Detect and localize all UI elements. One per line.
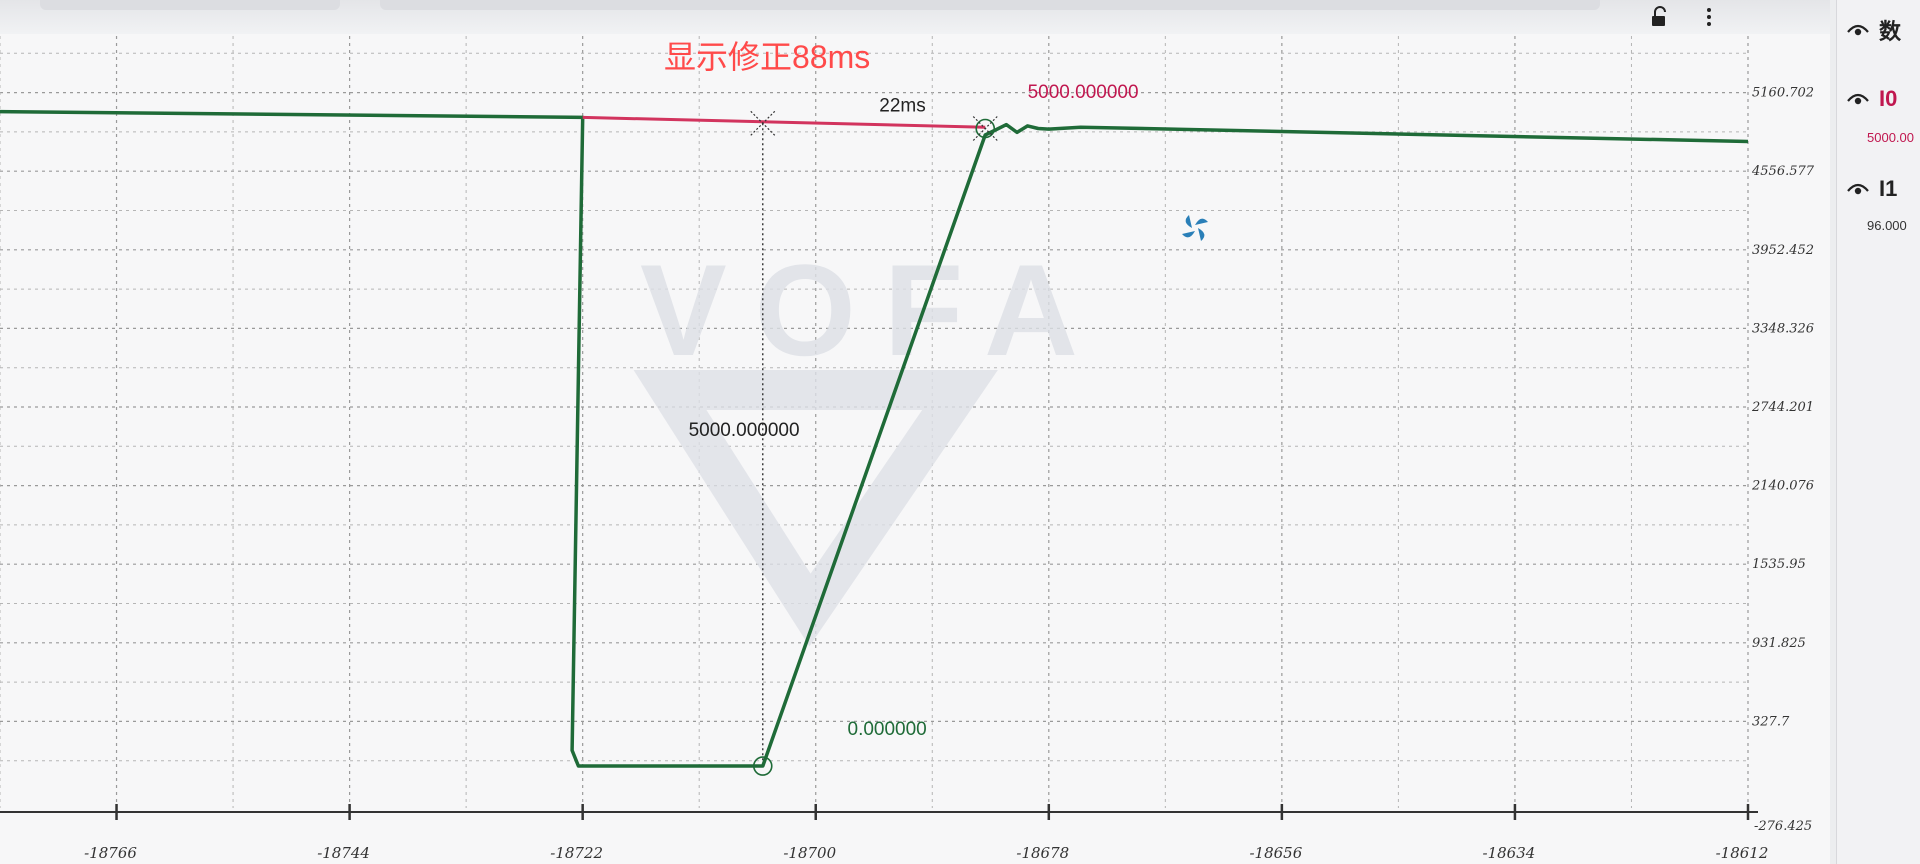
channel-row-i1[interactable]: I1 — [1847, 176, 1897, 202]
x-tick-label: -18722 — [550, 844, 603, 862]
y-tick-label: 931.825 — [1752, 636, 1806, 651]
annotation-label: 0.000000 — [848, 719, 927, 740]
y-tick-label: 5160.702 — [1752, 86, 1814, 101]
more-vertical-icon[interactable] — [1698, 6, 1720, 28]
data-marker — [752, 756, 773, 776]
series-line-1 — [582, 115, 986, 129]
channel-label-i1: I1 — [1879, 176, 1898, 201]
spinner-blade — [1185, 215, 1192, 228]
waveform-chart[interactable]: -18766 -18744 -18722 -18700 -18678 -18656 -186… — [0, 0, 1830, 864]
spinner-blade — [1182, 231, 1195, 238]
lock-icon[interactable] — [1648, 6, 1670, 28]
cross-marker — [750, 110, 776, 136]
x-tick-label: -18744 — [317, 844, 370, 862]
y-axis-bottom-label: -276.425 — [1754, 819, 1812, 834]
y-tick-label: 2140.076 — [1751, 479, 1814, 494]
cross-marker — [972, 116, 998, 141]
eye-icon[interactable] — [1847, 92, 1869, 106]
tab-left[interactable] — [40, 0, 340, 10]
watermark-text: VOFA — [640, 237, 1106, 383]
chart-toolbar — [1648, 6, 1720, 28]
channel-panel: 数 I0 5000.00 I1 96.000 — [1836, 0, 1920, 864]
channel-value-i0: 5000.00 — [1867, 130, 1914, 145]
watermark-logo — [633, 370, 998, 647]
annotation-label: 22ms — [879, 96, 925, 117]
spinner-blade — [1198, 228, 1205, 241]
y-tick-label: 3348.326 — [1752, 321, 1814, 336]
y-tick-label: 4556.577 — [1751, 164, 1815, 179]
y-tick-label: 1535.95 — [1752, 557, 1806, 572]
tab-right[interactable] — [380, 0, 1600, 10]
channel-row-i0[interactable]: I0 — [1847, 86, 1897, 112]
x-tick-label: -18656 — [1249, 844, 1302, 862]
series-line-0 — [0, 109, 1749, 768]
eye-icon[interactable] — [1847, 182, 1869, 196]
channel-row-header[interactable]: 数 — [1847, 14, 1901, 46]
x-tick-label: -18634 — [1483, 844, 1536, 862]
x-tick-label: -18766 — [84, 844, 137, 862]
spinner-blade — [1195, 218, 1208, 225]
loading-spinner-icon — [1182, 215, 1208, 241]
eye-icon[interactable] — [1847, 23, 1869, 37]
x-tick-label: -18612 — [1716, 844, 1769, 862]
x-tick-label: -18700 — [783, 844, 836, 862]
data-marker — [975, 118, 996, 139]
x-tick-label: -18678 — [1016, 844, 1069, 862]
y-tick-label: 3952.452 — [1752, 243, 1814, 258]
plot-panel[interactable]: -18766 -18744 -18722 -18700 -18678 -18656 -186… — [0, 0, 1830, 864]
chart-title: 显示修正88ms — [664, 39, 870, 75]
annotation-label: 5000.000000 — [1028, 82, 1139, 103]
channel-label-i0: I0 — [1879, 86, 1898, 111]
y-tick-label: 2744.201 — [1751, 400, 1814, 415]
y-tick-label: 327.7 — [1752, 714, 1790, 729]
annotation-label: 5000.000000 — [689, 420, 800, 441]
top-bar — [0, 0, 1830, 34]
channel-label-header: 数 — [1879, 19, 1902, 44]
channel-value-i1: 96.000 — [1867, 218, 1907, 233]
